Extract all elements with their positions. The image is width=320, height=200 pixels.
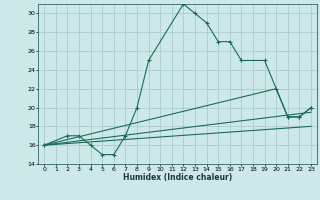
X-axis label: Humidex (Indice chaleur): Humidex (Indice chaleur) <box>123 173 232 182</box>
